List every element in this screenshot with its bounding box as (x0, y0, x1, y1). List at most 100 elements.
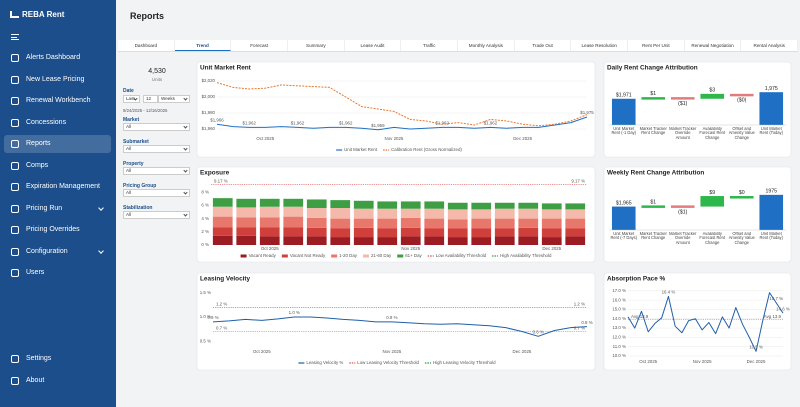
bar-segment (353, 237, 374, 245)
tab[interactable]: Trade Out (515, 40, 572, 51)
nav-item[interactable]: Comps (4, 157, 111, 175)
tab[interactable]: Lease Resolution (571, 40, 629, 51)
data-label: $1,962 (484, 121, 498, 126)
y-tick-label: 14.0 % (612, 316, 626, 321)
y-tick-label: 2 % (201, 229, 209, 234)
bar-segment (353, 218, 374, 228)
chart-title: Leasing Velocity (200, 276, 251, 283)
category-label: Offset and Amenity Value Change (728, 126, 755, 140)
data-label: 0.9 % (386, 315, 397, 320)
bar-segment (353, 200, 374, 209)
tab[interactable]: Monthly Analysis (458, 40, 515, 51)
nav-item[interactable]: About (4, 372, 111, 390)
tab[interactable]: Lease Audit (345, 40, 402, 51)
tab[interactable]: Forecast (231, 40, 289, 51)
bar-segment (236, 198, 257, 208)
data-label: 14.6 % (776, 306, 790, 311)
nav-item[interactable]: Settings (4, 350, 111, 368)
filter-select[interactable]: All (123, 167, 190, 175)
menu-toggle[interactable] (11, 34, 19, 40)
bar-segment (306, 199, 327, 209)
bar (611, 98, 636, 125)
bar-segment (283, 198, 304, 207)
tab[interactable]: Renewal Negotiation (685, 40, 742, 51)
x-tick-label: Nov 2025 (401, 246, 420, 251)
count-input[interactable]: 12 (143, 95, 158, 103)
category-label-box: Offset and Amenity Value Change (728, 126, 755, 140)
data-label: $9 (709, 190, 715, 196)
period-select[interactable]: Last (123, 95, 140, 103)
nav-label: Concessions (26, 118, 67, 126)
nav-item[interactable]: New Lease Pricing (4, 71, 111, 89)
nav-item[interactable]: Configuration (4, 243, 111, 261)
filter-select[interactable]: All (123, 145, 190, 153)
nav-icon (11, 247, 19, 256)
data-label: $1,962 (435, 121, 449, 126)
y-tick-label: 0 % (201, 242, 209, 247)
bar (729, 93, 754, 97)
nav-icon (11, 140, 19, 148)
bar-segment (259, 198, 280, 207)
bar-segment (424, 201, 445, 209)
category-label-box: Unit Market Rent (-1 Day) (611, 127, 636, 135)
data-label: $0 (739, 190, 745, 196)
nav-item[interactable]: Users (4, 264, 111, 282)
nav-item[interactable]: Pricing Run (4, 200, 111, 218)
category-label-box: Unit Market Rent (Today) (760, 127, 783, 135)
bar-segment (471, 202, 492, 210)
tab[interactable]: Trend (174, 40, 232, 51)
bar-segment (518, 208, 539, 219)
category-label: Availability Forecast Rent Change (699, 126, 726, 140)
bar-segment (306, 217, 327, 228)
category-label-box: Market Tracker Rent Change (640, 232, 667, 240)
filter-select[interactable]: All (123, 123, 190, 131)
data-label: $1,962 (242, 121, 256, 126)
series-line (627, 292, 784, 352)
bar-segment (494, 218, 515, 229)
nav-item[interactable]: Alerts Dashboard (4, 49, 111, 67)
tab[interactable]: Dashboard (118, 40, 175, 51)
bar-segment (447, 237, 468, 245)
bar-segment (424, 228, 445, 237)
bar-segment (212, 216, 233, 228)
nav-item[interactable]: Reports (4, 135, 111, 153)
nav-icon (11, 269, 19, 277)
y-tick-label: 6 % (201, 203, 209, 208)
filter-select[interactable]: All (123, 211, 190, 219)
y-tick-label: 8 % (201, 189, 209, 194)
nav-item[interactable]: Expiration Management (4, 178, 111, 196)
average-line-label: Avg 13.9 (764, 314, 782, 319)
threshold-line-label: 0.7 % (216, 326, 227, 331)
bar-segment (518, 202, 539, 209)
category-label: Offset and Amenity Value Change (728, 231, 755, 245)
data-label: 0.9 % (207, 315, 218, 320)
nav-icon (11, 183, 19, 191)
bar (729, 196, 754, 199)
y-tick-label: 15.0 % (612, 307, 626, 312)
unit-select[interactable]: Weeks (158, 95, 190, 103)
filter-select[interactable]: All (123, 189, 190, 197)
nav-item[interactable]: Pricing Overrides (4, 221, 111, 239)
data-label: 10.5 % (749, 344, 763, 349)
brand-name: REBA Rent (22, 10, 65, 19)
tab[interactable]: Rental Analysis (741, 40, 799, 51)
legend-label: Unit Market Rent (344, 147, 378, 152)
nav-icon (11, 226, 19, 234)
category-label-box: Market Tracker Rent Change (640, 127, 667, 135)
nav-item[interactable]: Renewal Workbench (4, 92, 111, 110)
tab[interactable]: Rent Per Unit (628, 40, 685, 51)
bar-segment (471, 209, 492, 219)
category-label: Unit Market Rent (Today) (759, 231, 783, 241)
threshold-line-label: 1.2 % (216, 301, 227, 306)
bar-segment (306, 236, 327, 245)
data-label: $1 (650, 91, 656, 97)
brand[interactable]: REBA Rent (10, 10, 64, 19)
tab[interactable]: Traffic (401, 40, 459, 51)
nav-item[interactable]: Concessions (4, 114, 111, 132)
bar-segment (424, 218, 445, 229)
nav-label: Users (26, 269, 45, 276)
tab[interactable]: Summary (288, 40, 345, 51)
bar-segment (377, 218, 398, 229)
bar-segment (424, 236, 445, 245)
category-label-box: Availability Forecast Rent Change (699, 232, 725, 245)
